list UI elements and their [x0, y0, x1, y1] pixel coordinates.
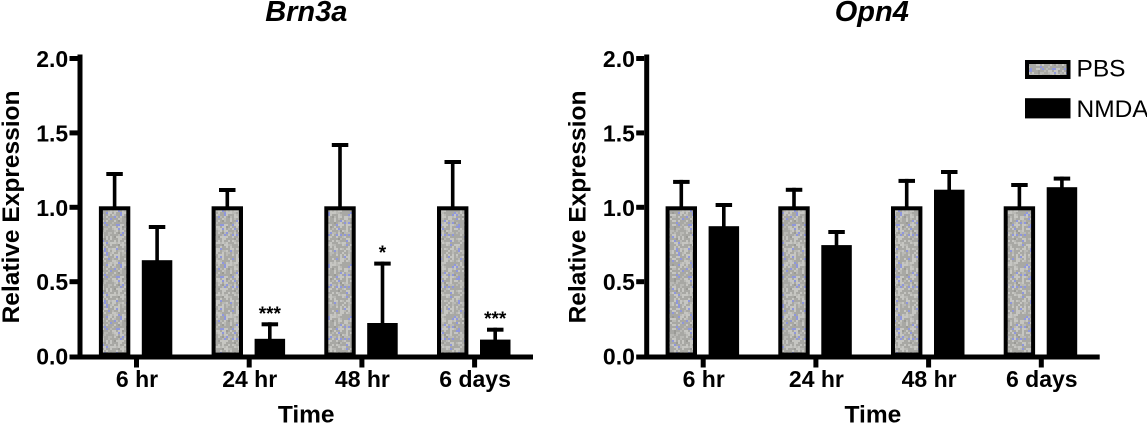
- svg-text:0.5: 0.5: [36, 269, 68, 295]
- svg-text:PBS: PBS: [1077, 55, 1126, 82]
- svg-text:1.5: 1.5: [36, 120, 68, 146]
- svg-text:6 days: 6 days: [1006, 366, 1078, 392]
- svg-text:0.0: 0.0: [36, 344, 68, 370]
- svg-text:6 hr: 6 hr: [683, 366, 725, 392]
- svg-text:2.0: 2.0: [603, 46, 635, 72]
- svg-text:1.0: 1.0: [36, 195, 68, 221]
- svg-text:Relative Expression: Relative Expression: [0, 91, 25, 324]
- svg-text:6 days: 6 days: [439, 366, 511, 392]
- svg-text:Brn3a: Brn3a: [265, 0, 347, 28]
- svg-text:***: ***: [259, 304, 282, 325]
- svg-text:Opn4: Opn4: [835, 0, 909, 28]
- svg-text:24 hr: 24 hr: [222, 366, 277, 392]
- svg-text:24 hr: 24 hr: [789, 366, 844, 392]
- svg-text:Time: Time: [278, 401, 335, 423]
- svg-text:6 hr: 6 hr: [116, 366, 158, 392]
- svg-text:***: ***: [484, 309, 507, 330]
- svg-text:48 hr: 48 hr: [335, 366, 390, 392]
- svg-text:Time: Time: [845, 401, 902, 423]
- svg-text:Relative Expression: Relative Expression: [565, 91, 592, 324]
- svg-text:1.0: 1.0: [603, 195, 635, 221]
- svg-text:*: *: [379, 243, 387, 264]
- svg-text:NMDA: NMDA: [1077, 96, 1147, 123]
- svg-text:0.0: 0.0: [603, 344, 635, 370]
- svg-text:1.5: 1.5: [603, 120, 635, 146]
- svg-text:2.0: 2.0: [36, 46, 68, 72]
- svg-text:48 hr: 48 hr: [902, 366, 957, 392]
- svg-text:0.5: 0.5: [603, 269, 635, 295]
